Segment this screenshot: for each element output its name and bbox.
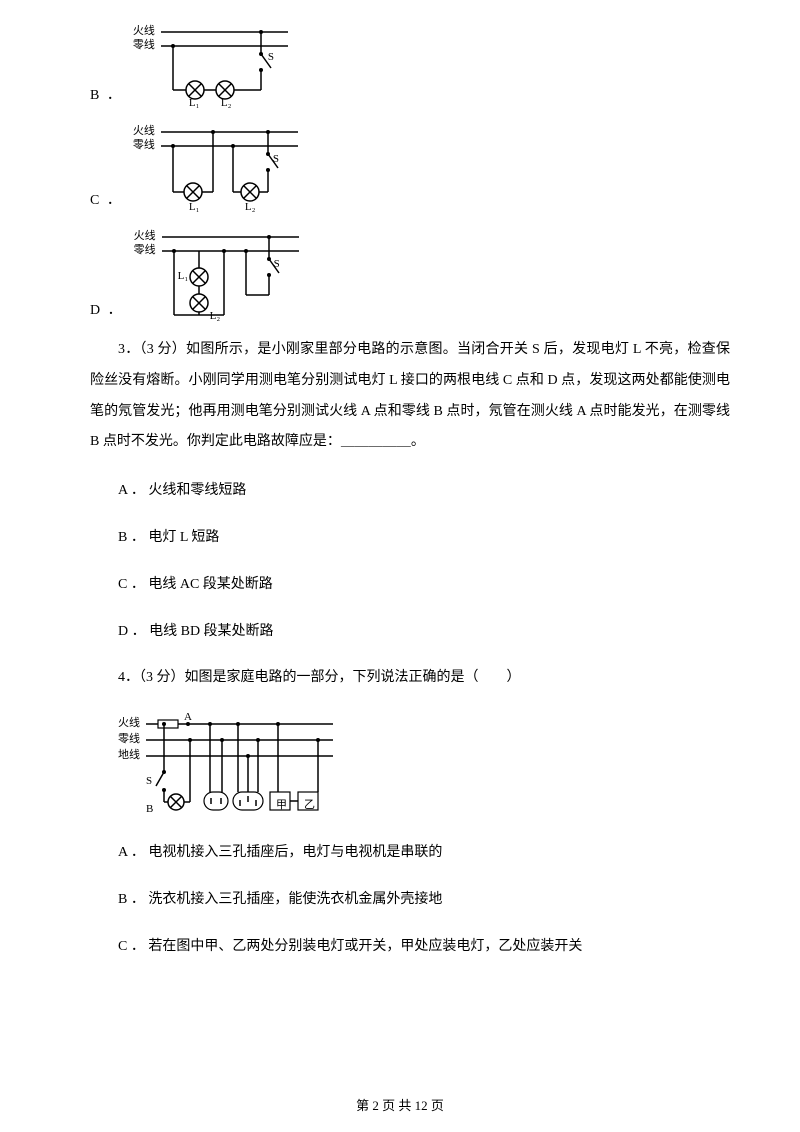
option-d-letter: D ． [90, 299, 124, 319]
q2-option-d-row: D ． 火线 零线 S L₁ L₂ [90, 225, 730, 325]
label-l2: L₂ [210, 311, 221, 322]
label-neutral: 零线 [133, 40, 155, 51]
q3-option-c: C ． 电线 AC 段某处断路 [90, 570, 730, 601]
q2-option-c-row: C ． 火线 零线 S L₁ L₂ [90, 120, 730, 215]
circuit-d: 火线 零线 S L₁ L₂ [134, 225, 304, 325]
page: B ． 火线 零线 S L₁ L₂ [0, 0, 800, 1132]
label-l2: L₂ [245, 202, 256, 213]
label-l2: L₂ [221, 98, 232, 109]
q4-text: 4．（3 分）如图是家庭电路的一部分，下列说法正确的是（ ） [90, 663, 730, 694]
q3-option-d: D ． 电线 BD 段某处断路 [90, 617, 730, 648]
q2-option-b-row: B ． 火线 零线 S L₁ L₂ [90, 20, 730, 110]
label-neutral: 零线 [134, 245, 156, 256]
q4-label-ground: 地线 [118, 750, 140, 761]
q4-option-c: C ． 若在图中甲、乙两处分别装电灯或开关，甲处应装电灯，乙处应装开关 [90, 932, 730, 963]
label-l1: L₁ [189, 202, 200, 213]
label-live: 火线 [133, 126, 155, 137]
q4-label-neutral: 零线 [118, 734, 140, 745]
q4-option-b: B ． 洗衣机接入三孔插座，能使洗衣机金属外壳接地 [90, 885, 730, 916]
circuit-b-svg [133, 20, 293, 110]
q3-text: 3．（3 分）如图所示，是小刚家里部分电路的示意图。当闭合开关 S 后，发现电灯… [90, 335, 730, 458]
option-c-letter: C ． [90, 189, 123, 209]
circuit-c-svg [133, 120, 303, 215]
q3-option-a: A ． 火线和零线短路 [90, 476, 730, 507]
q3-option-b: B ． 电灯 L 短路 [90, 523, 730, 554]
label-live: 火线 [133, 26, 155, 37]
q4-label-b: B [146, 804, 153, 815]
label-s: S [268, 52, 274, 63]
label-neutral: 零线 [133, 140, 155, 151]
q4-label-a: A [184, 712, 192, 723]
label-l1: L₁ [178, 271, 189, 282]
page-footer: 第 2 页 共 12 页 [0, 1095, 800, 1114]
label-l1: L₁ [189, 98, 200, 109]
q4-label-yi: 乙 [304, 800, 315, 811]
q4-label-jia: 甲 [276, 800, 287, 811]
label-s: S [274, 259, 280, 270]
option-b-letter: B ． [90, 84, 123, 104]
circuit-b: 火线 零线 S L₁ L₂ [133, 20, 293, 110]
circuit-q4: 火线 零线 地线 A S B 甲 乙 [118, 712, 338, 822]
q4-label-s: S [146, 776, 152, 787]
label-live: 火线 [134, 231, 156, 242]
q4-option-a: A ． 电视机接入三孔插座后，电灯与电视机是串联的 [90, 838, 730, 869]
circuit-c: 火线 零线 S L₁ L₂ [133, 120, 303, 215]
label-s: S [273, 154, 279, 165]
q4-label-live: 火线 [118, 718, 140, 729]
